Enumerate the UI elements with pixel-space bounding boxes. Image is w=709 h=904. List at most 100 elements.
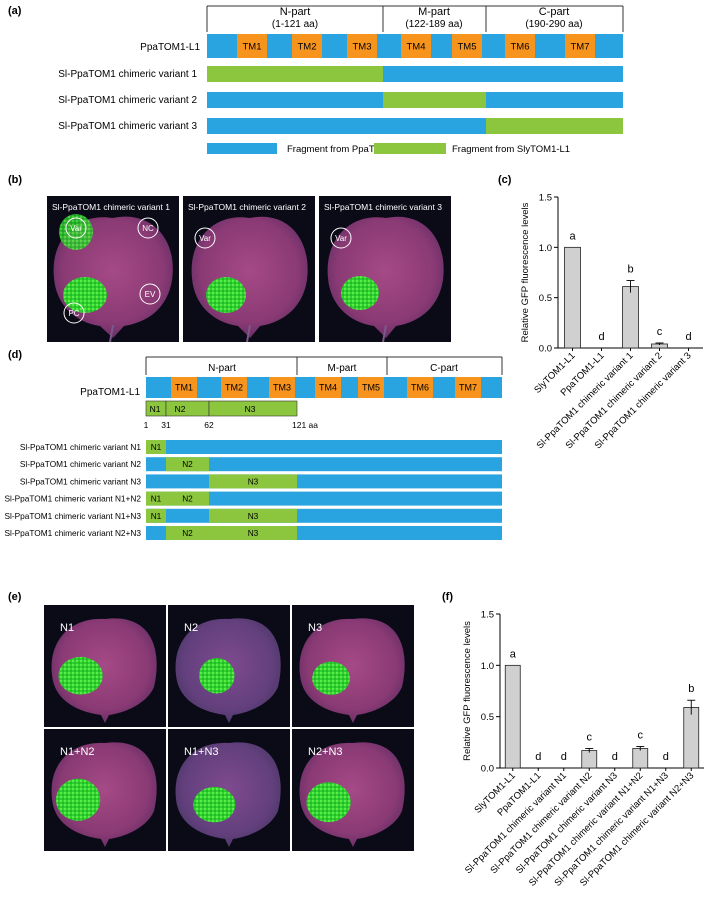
leaf-photo: N2+N3 [292, 729, 414, 851]
row-label: Sl-PpaTOM1 chimeric variant 2 [58, 95, 197, 106]
sly-segment [146, 440, 166, 454]
significance-letter: d [535, 751, 541, 763]
y-tick-label: 1.5 [539, 193, 552, 204]
ppa-segment [207, 118, 486, 134]
seg-label: N3 [248, 511, 259, 521]
panel-a-letter: (a) [8, 5, 22, 17]
photo-title: Sl-PpaTOM1 chimeric variant 2 [188, 202, 306, 212]
tm-box [315, 377, 341, 398]
gfp-spot [58, 656, 103, 695]
y-tick-label: 0.5 [539, 293, 552, 304]
gfp-spot [55, 778, 101, 821]
part-n-label: N-part [208, 363, 236, 374]
part-c-label: C-part [430, 363, 458, 374]
ppa-segment [146, 474, 502, 489]
part-n-label: N-part [280, 6, 311, 18]
bar [564, 246, 581, 349]
panel-f: (f) Relative GFP fluorescence levels 0.0 0… [442, 591, 704, 889]
chart-c: Relative GFP fluorescence levels 0.0 0.5 1.… [520, 193, 703, 451]
row-label: Sl-PpaTOM1 chimeric variant N3 [20, 476, 141, 486]
tm-label: TM3 [353, 41, 372, 52]
photo-title: Sl-PpaTOM1 chimeric variant 3 [324, 202, 442, 212]
sly-segment [383, 92, 486, 108]
tm-box [455, 377, 481, 398]
leaf-photo: Sl-PpaTOM1 chimeric variant 1 Var NC EV … [47, 196, 179, 343]
ref-label: PpaTOM1-L1 [140, 42, 200, 53]
gfp-spot [193, 786, 236, 823]
seg-label: N1 [151, 511, 162, 521]
photo-label: N2 [184, 622, 198, 634]
tm-box [358, 377, 384, 398]
y-tick-label: 1.0 [481, 661, 494, 672]
marker-circle [194, 227, 216, 249]
leaf-photo: Sl-PpaTOM1 chimeric variant 3 Var [319, 196, 451, 343]
ppa-segment [207, 92, 383, 108]
sly-segment [166, 457, 209, 472]
significance-letter: d [612, 751, 618, 763]
significance-letter: b [627, 264, 633, 276]
tm-box [171, 377, 197, 398]
tm-label: TM2 [225, 383, 243, 393]
n2-segment [165, 400, 210, 417]
tm-label: TM7 [459, 383, 477, 393]
bar [581, 750, 598, 769]
marker-circle [330, 227, 352, 249]
legend-sly-swatch [374, 143, 446, 154]
significance-letter: d [561, 751, 567, 763]
marker-label: NC [142, 224, 154, 233]
panel-a: (a) N-part (1-121 aa) M-part (122-189 aa… [8, 5, 624, 155]
tm-label: TM5 [458, 41, 477, 52]
gfp-spot [206, 277, 246, 313]
tm-box [292, 34, 322, 58]
leaf [299, 618, 405, 723]
legend-ppa-label: Fragment from PpaTOM1-L1 [287, 144, 409, 155]
legend-sly-label: Fragment from SlyTOM1-L1 [452, 144, 570, 155]
row-label: Sl-PpaTOM1 chimeric variant N2 [20, 459, 141, 469]
ppa-segment [146, 491, 502, 506]
y-tick-label: 1.0 [539, 243, 552, 254]
sly-segment [166, 526, 209, 540]
leaf [51, 742, 157, 847]
tick-label: 62 [204, 420, 214, 430]
sly-segment [166, 491, 209, 506]
sly-segment [207, 66, 383, 82]
significance-letter: d [685, 331, 691, 343]
ppa-segment [486, 92, 623, 108]
tm-label: TM6 [411, 383, 429, 393]
row-label: Sl-PpaTOM1 chimeric variant N1+N2 [4, 494, 141, 504]
sly-segment [209, 526, 297, 540]
tm-box [401, 34, 431, 58]
bar [632, 748, 649, 769]
seg-label: N2 [182, 494, 193, 504]
bar [504, 664, 521, 769]
tm-box [269, 377, 295, 398]
photo-label: N1+N3 [184, 746, 219, 758]
tm-label: TM5 [362, 383, 380, 393]
tm-label: TM6 [511, 41, 530, 52]
leaf-photo: N1+N3 [168, 729, 290, 851]
seg-label: N1 [151, 442, 162, 452]
panel-c-letter: (c) [498, 174, 512, 186]
significance-letter: a [510, 648, 517, 660]
photo-title: Sl-PpaTOM1 chimeric variant 1 [52, 202, 170, 212]
tm-box [237, 34, 267, 58]
marker-circle [139, 283, 161, 305]
seg-label: N3 [248, 476, 259, 486]
legend-ppa-swatch [207, 143, 277, 154]
leaf [51, 618, 157, 723]
tm-box [565, 34, 595, 58]
marker-circle [63, 302, 85, 324]
sly-segment [209, 508, 297, 523]
sly-segment [209, 474, 297, 489]
significance-letter: b [688, 683, 694, 695]
seg-label: N1 [151, 494, 162, 504]
panel-b-letter: (b) [8, 174, 22, 186]
tm-box [407, 377, 433, 398]
leaf-photo: N2 [168, 605, 290, 727]
seg-label: N3 [248, 528, 259, 538]
panel-e-letter: (e) [8, 591, 22, 603]
significance-letter: c [638, 729, 644, 741]
significance-letter: c [657, 326, 663, 338]
y-tick-label: 1.5 [481, 610, 494, 621]
